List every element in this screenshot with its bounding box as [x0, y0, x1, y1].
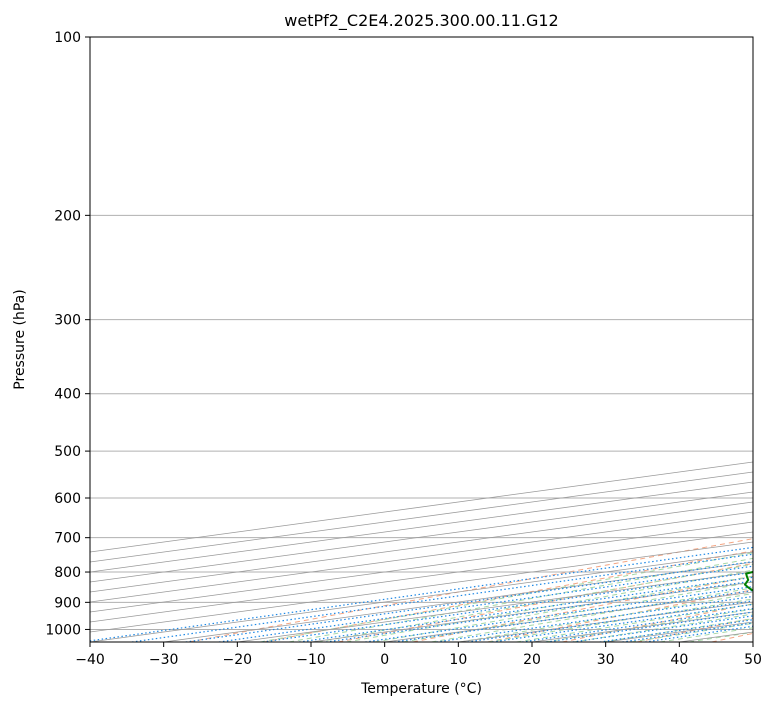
moist-adiabat-line — [573, 613, 753, 642]
moist-adiabat-line — [260, 552, 753, 642]
moist-adiabat-line — [346, 569, 753, 642]
dry-adiabat-line — [636, 617, 753, 642]
x-tick-label: 30 — [597, 652, 615, 668]
moist-adiabat-line — [288, 557, 753, 642]
x-tick-label: 10 — [449, 652, 467, 668]
y-tick-label: 400 — [54, 387, 81, 403]
moist-adiabat-line — [317, 563, 753, 642]
y-tick-label: 200 — [54, 208, 81, 224]
chart-title: wetPf2_C2E4.2025.300.00.11.G12 — [284, 11, 558, 31]
moist-adiabat-line — [689, 631, 753, 642]
mixing-ratio-line — [492, 603, 753, 642]
isotherm-line — [90, 501, 753, 593]
mixing-ratio-line — [326, 580, 753, 642]
moist-adiabat-line — [374, 575, 753, 642]
dry-adiabat-line — [412, 575, 753, 642]
y-tick-label: 300 — [54, 313, 81, 329]
dry-adiabats — [188, 538, 753, 642]
moist-adiabats — [260, 552, 753, 642]
y-tick-label: 500 — [54, 444, 81, 460]
isotherm-line — [90, 471, 753, 563]
isotherm-line — [90, 481, 753, 573]
isotherm-line — [605, 621, 753, 642]
y-tick-label: 800 — [54, 565, 81, 581]
sounding-profiles — [744, 570, 753, 592]
isotherm-line — [310, 581, 753, 642]
isotherm-line — [90, 531, 753, 623]
isotherm-line — [90, 491, 753, 583]
y-tick-label: 600 — [54, 491, 81, 507]
mixing-ratio-lines — [90, 546, 753, 642]
y-axis-title: Pressure (hPa) — [12, 289, 28, 389]
x-tick-label: 20 — [523, 652, 541, 668]
x-axis-title: Temperature (°C) — [360, 681, 482, 697]
y-tick-label: 100 — [54, 30, 81, 46]
dry-adiabat-line — [263, 550, 753, 642]
isotherm-line — [90, 541, 753, 633]
y-tick-label: 1000 — [45, 622, 81, 638]
isotherm-line — [384, 591, 753, 642]
moist-adiabat-line — [660, 627, 753, 642]
x-axis-ticks: −40 −30 −20 −10 0 10 20 30 40 50 — [75, 642, 762, 668]
isotherm-line — [90, 521, 753, 613]
x-tick-label: 40 — [670, 652, 688, 668]
isotherm-line — [90, 511, 753, 603]
mixing-ratio-line — [645, 625, 753, 642]
isotherm-line — [531, 611, 753, 642]
x-tick-label: −40 — [75, 652, 105, 668]
dry-adiabat-line — [562, 603, 753, 642]
x-tick-label: −10 — [296, 652, 326, 668]
moist-adiabat-line — [487, 598, 753, 642]
dry-adiabat-line — [487, 589, 753, 642]
y-tick-label: 900 — [54, 595, 81, 611]
y-axis-ticks: 100 200 300 400 500 600 700 800 900 1000 — [45, 30, 90, 638]
mixing-ratio-line — [436, 595, 753, 642]
dry-adiabat-line — [188, 538, 753, 642]
mixing-ratio-line — [131, 553, 753, 642]
dry-adiabat-line — [338, 562, 753, 642]
isobar-gridlines — [90, 37, 753, 630]
moist-adiabat-line — [544, 608, 753, 642]
moist-adiabat-line — [431, 587, 753, 642]
y-tick-label: 700 — [54, 531, 81, 547]
x-tick-label: −30 — [149, 652, 179, 668]
isotherm-line — [90, 461, 753, 553]
plot-frame — [89, 36, 754, 643]
mixing-ratio-line — [546, 611, 753, 642]
moist-adiabat-line — [516, 603, 753, 642]
isotherm-line — [90, 551, 753, 642]
mixing-ratio-line — [185, 561, 753, 642]
x-tick-label: 50 — [744, 652, 762, 668]
isotherm-line — [679, 631, 753, 642]
dewpoint-profile-line — [744, 570, 753, 592]
dry-adiabat-line — [711, 632, 753, 642]
x-tick-label: 0 — [380, 652, 389, 668]
isotherm-gridlines — [90, 461, 753, 642]
mixing-ratio-line — [467, 600, 753, 642]
x-tick-label: −20 — [223, 652, 253, 668]
isotherm-line — [752, 641, 753, 642]
moist-adiabat-line — [602, 618, 753, 642]
